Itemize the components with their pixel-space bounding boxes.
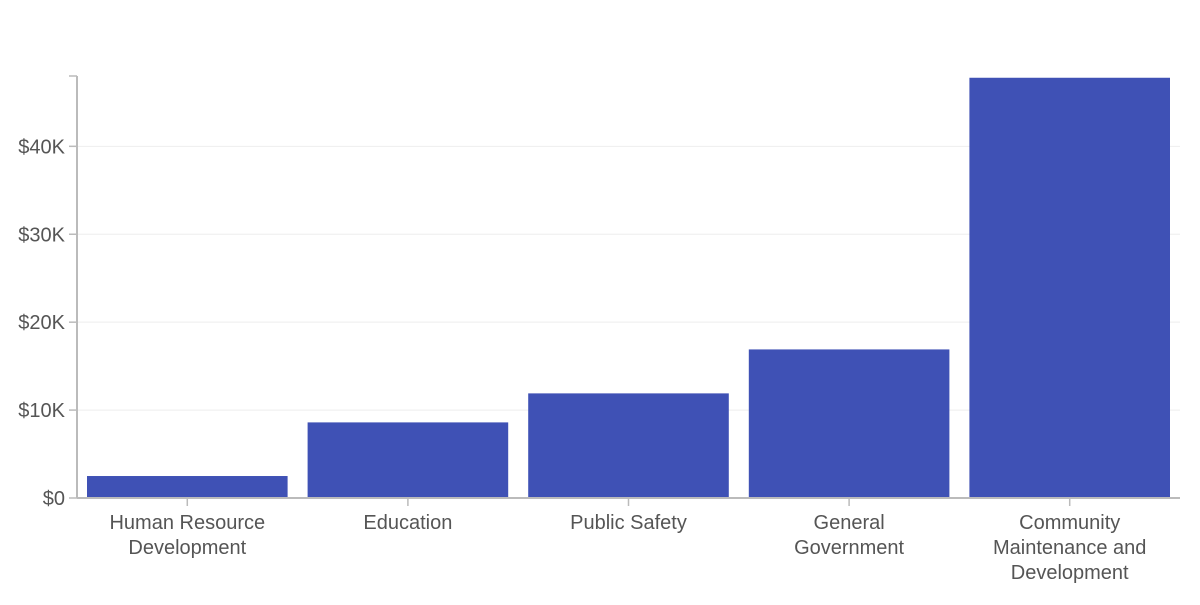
x-tick-label: Education [363, 512, 452, 534]
bar[interactable] [969, 77, 1170, 498]
x-tick-label-line: Human Resource [109, 512, 265, 534]
x-tick-label-line: Education [363, 512, 452, 534]
x-tick-label-line: Development [1011, 562, 1129, 584]
axes [69, 75, 1180, 506]
x-tick-label-line: Maintenance and [993, 537, 1146, 559]
x-tick-label-line: Community [1019, 512, 1120, 534]
x-tick-label-line: Government [794, 537, 904, 559]
bar[interactable] [307, 422, 509, 498]
x-tick-label-line: Public Safety [570, 512, 687, 534]
x-tick-label: Public Safety [570, 512, 687, 534]
y-tick-label: $40K [18, 136, 65, 158]
y-tick-label: $30K [18, 224, 65, 246]
bar[interactable] [528, 393, 729, 498]
y-tick-label: $0 [43, 488, 65, 510]
y-tick-label: $20K [18, 312, 65, 334]
x-tick-label: Human Resource Development [109, 512, 265, 559]
bars [87, 77, 1170, 498]
x-tick-label-line: General [814, 512, 885, 534]
bar[interactable] [87, 476, 288, 498]
y-tick-label: $10K [18, 400, 65, 422]
x-tick-label: General Government [794, 512, 904, 559]
labels: $0 $10K $20K $30K $40K Human Resource Developm… [18, 136, 1146, 584]
x-tick-label: Community Maintenance and Development [993, 512, 1146, 584]
bar[interactable] [748, 349, 950, 498]
x-tick-label-line: Development [128, 537, 246, 559]
